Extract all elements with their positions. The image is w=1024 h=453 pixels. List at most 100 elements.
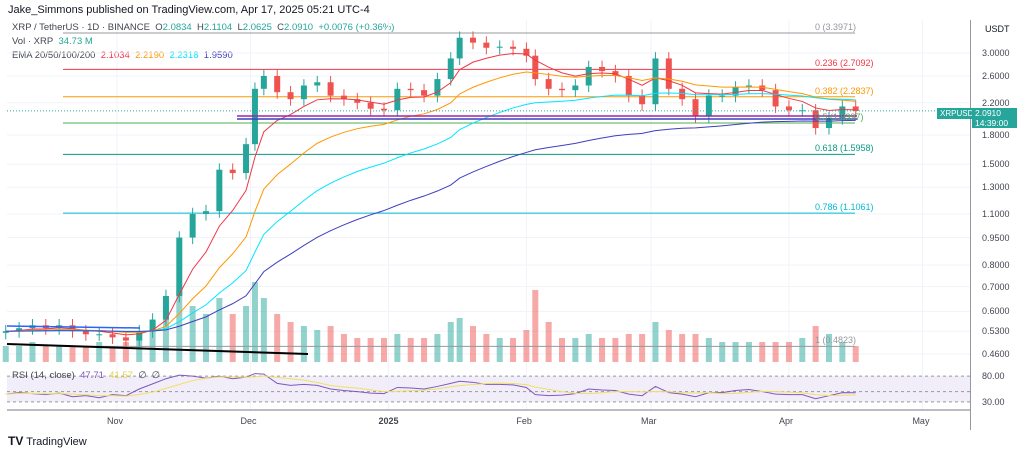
ema200-line (5, 119, 856, 332)
volume-bar (149, 322, 156, 362)
candle (826, 118, 832, 129)
rsi-na-2: ∅ (151, 370, 161, 381)
candle (2, 331, 9, 333)
candle (572, 85, 579, 91)
volume-bar (300, 326, 307, 362)
volume-label: Vol · XRP (12, 36, 54, 47)
volume-bar (545, 322, 552, 362)
rsi-ma-value: 41.57 (109, 370, 133, 381)
volume-bar (251, 282, 258, 362)
volume-bar (745, 342, 752, 362)
volume-bar (421, 338, 428, 362)
candle (523, 48, 530, 56)
volume-bar (189, 306, 196, 362)
volume-bar (679, 334, 686, 362)
volume-bar (122, 342, 129, 362)
candle (229, 169, 236, 174)
volume-bar (42, 346, 49, 362)
volume-bar (340, 334, 347, 362)
candle (216, 169, 223, 212)
tradingview-logo[interactable]: TV TradingView (8, 434, 87, 448)
price-tick: 0.7000 (982, 281, 1010, 292)
price-tick: 1.3000 (982, 182, 1010, 193)
candle (772, 90, 779, 107)
candle (82, 331, 89, 335)
volume-bar (243, 306, 250, 362)
rsi-band (7, 376, 970, 402)
candle (852, 106, 859, 112)
candle (496, 46, 503, 48)
volume-legend[interactable]: Vol · XRP 34.73 M (12, 36, 93, 47)
candle (434, 79, 441, 96)
volume-bar (639, 334, 646, 362)
volume-bar (785, 342, 792, 362)
volume-bar (96, 342, 103, 362)
candle (203, 211, 209, 215)
volume-bar (483, 334, 490, 362)
time-tick: Dec (240, 416, 257, 426)
symbol-legend: XRP / TetherUS · 1D · BINANCE O2.0834 H 2… (12, 22, 394, 33)
rsi-tick: 30.00 (982, 396, 1005, 407)
candle (122, 337, 129, 341)
fib-label: 0.618 (1.5958) (815, 143, 874, 154)
candle (96, 334, 103, 336)
ema-label: EMA 20/50/100/200 (12, 50, 96, 61)
currency-label: USDT (985, 24, 1010, 34)
volume-bar (56, 346, 63, 362)
candle (149, 319, 156, 332)
fib-label: 0.786 (1.1061) (815, 202, 874, 213)
candle (785, 106, 792, 111)
ema100-value: 2.2318 (169, 50, 199, 61)
candle (652, 58, 659, 105)
volume-bar (652, 322, 659, 362)
time-tick: Nov (107, 416, 124, 426)
volume-bar (394, 334, 401, 362)
candle (470, 37, 476, 43)
candle (599, 66, 606, 72)
volume-bar (705, 338, 712, 362)
volume-bar (826, 334, 832, 362)
candle (327, 82, 334, 96)
volume-bar (559, 338, 565, 362)
fib-label: 0 (3.3971) (815, 22, 857, 33)
volume-bar (599, 338, 606, 362)
time-tick: 2025 (378, 416, 399, 426)
volume-bar (759, 342, 766, 362)
volume-bar (434, 334, 441, 362)
candle (839, 106, 846, 119)
volume-bar (692, 334, 699, 362)
volume-bar (812, 326, 819, 362)
volume-bar (29, 342, 36, 362)
volume-bar (612, 338, 619, 362)
high-label: H (196, 22, 204, 33)
time-tick: May (912, 416, 930, 426)
volume-bar (470, 326, 476, 362)
candle (732, 87, 739, 96)
price-axis[interactable] (970, 20, 971, 430)
volume-bar (274, 314, 281, 362)
rsi-legend[interactable]: RSI (14, close) 47.71 41.57 ∅ ∅ (12, 370, 160, 381)
volume-bar (732, 342, 739, 362)
candle (407, 88, 414, 91)
symbol-name[interactable]: XRP / TetherUS · 1D · BINANCE (12, 22, 150, 33)
candle (679, 88, 686, 100)
candle (340, 95, 347, 100)
open-value: 2.0834 (162, 22, 192, 33)
candle (189, 214, 196, 238)
price-tick: 0.6000 (982, 306, 1010, 317)
candle (287, 92, 294, 100)
ema-legend[interactable]: EMA 20/50/100/200 2.1034 2.2190 2.2318 1… (12, 50, 233, 61)
rsi-ma-line (5, 375, 856, 397)
volume-bar (839, 342, 846, 362)
volume-bar (203, 314, 209, 362)
volume-bar (287, 322, 294, 362)
volume-bar (572, 338, 579, 362)
candle (109, 334, 116, 338)
candle (162, 296, 169, 320)
close-value: 2.0910 (284, 22, 314, 33)
open-label: O (155, 22, 163, 33)
candle (532, 55, 539, 80)
candle (665, 58, 672, 89)
low-value: 2.0625 (242, 22, 272, 33)
